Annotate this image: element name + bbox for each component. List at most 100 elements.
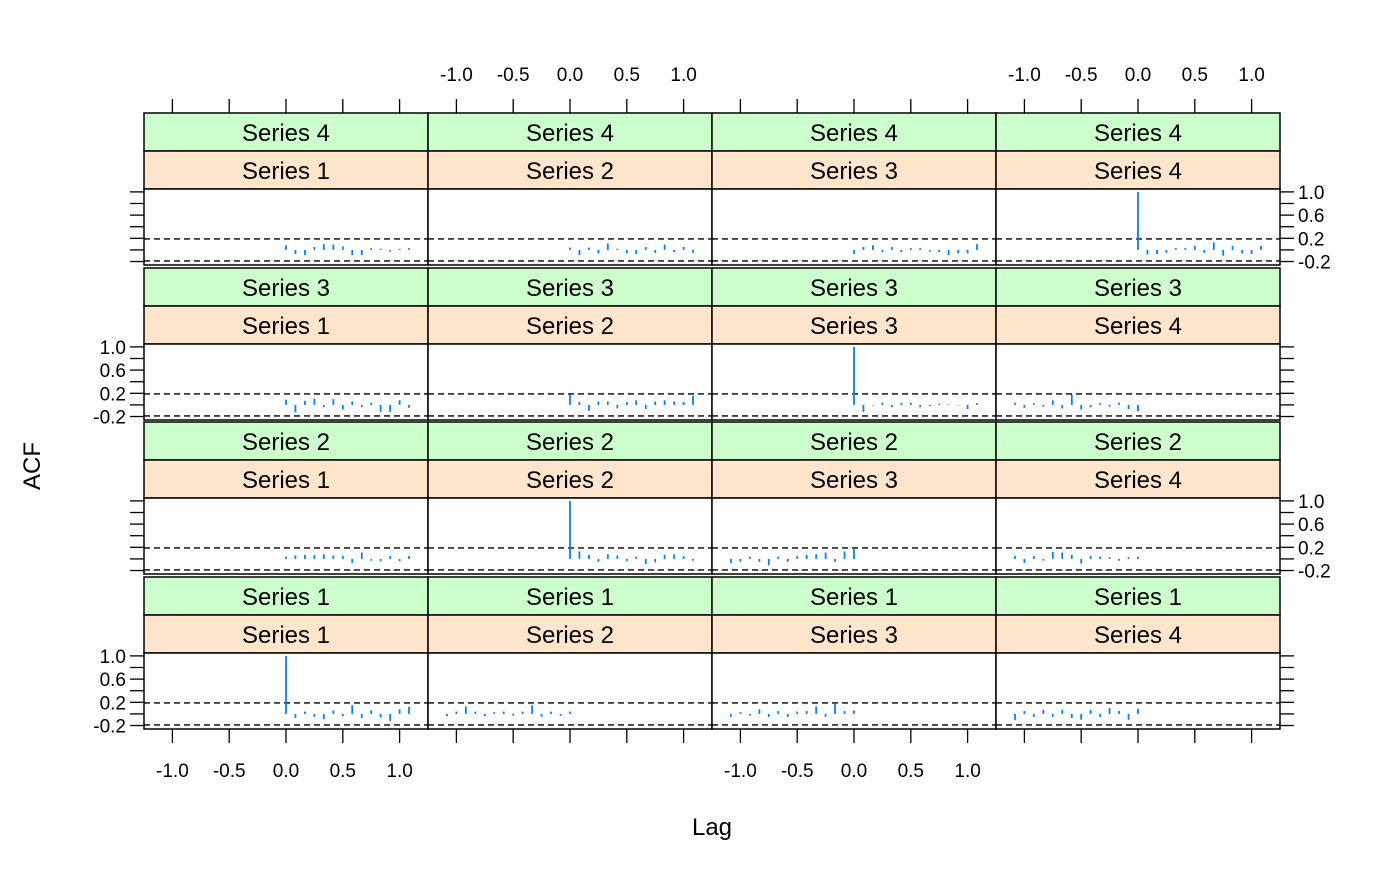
plot-area	[143, 343, 429, 421]
outer-strip-label: Series 4	[1094, 120, 1182, 147]
outer-strip-label: Series 4	[810, 120, 898, 147]
inner-strip-label: Series 1	[242, 622, 330, 649]
inner-strip-label: Series 2	[526, 467, 614, 494]
x-tick-label: -0.5	[1065, 65, 1098, 86]
inner-strip-label: Series 4	[1094, 158, 1182, 185]
plot-area	[711, 652, 997, 730]
x-tick-label: -1.0	[724, 761, 757, 782]
y-tick-label: 0.2	[1298, 229, 1324, 250]
outer-strip	[995, 112, 1281, 152]
panel-r1-c4: Series 1 Series 4	[995, 576, 1281, 730]
plot-area	[143, 188, 429, 266]
outer-strip	[711, 267, 997, 307]
x-tick-label: -0.5	[213, 761, 246, 782]
y-tick-label: 0.2	[100, 693, 126, 714]
inner-strip	[711, 150, 997, 190]
outer-strip	[995, 267, 1281, 307]
outer-strip	[711, 421, 997, 461]
inner-strip	[995, 305, 1281, 345]
x-tick-label: 0.0	[557, 65, 583, 86]
panel-r4-c2: Series 4 Series 2	[427, 112, 713, 266]
outer-strip-label: Series 4	[242, 120, 330, 147]
outer-strip-label: Series 4	[526, 120, 614, 147]
y-tick-label: 0.6	[1298, 206, 1324, 227]
x-tick-label: 0.5	[898, 761, 924, 782]
x-tick-label: 0.0	[841, 761, 867, 782]
panel-r1-c3: Series 1 Series 3	[711, 576, 997, 730]
panel-r2-c4: Series 2 Series 4	[995, 421, 1281, 575]
outer-strip	[143, 421, 429, 461]
plot-area	[143, 497, 429, 575]
y-tick-label: 1.0	[100, 338, 126, 359]
y-tick-label: -0.2	[93, 408, 126, 429]
inner-strip-label: Series 1	[242, 313, 330, 340]
panel-r4-c4: Series 4 Series 4	[995, 112, 1281, 266]
y-tick-label: 1.0	[100, 647, 126, 668]
inner-strip-label: Series 2	[526, 313, 614, 340]
outer-strip-label: Series 3	[1094, 275, 1182, 302]
inner-strip	[427, 459, 713, 499]
outer-strip	[143, 112, 429, 152]
y-tick-label: 0.6	[1298, 515, 1324, 536]
y-tick-label: 0.2	[1298, 538, 1324, 559]
y-tick-label: -0.2	[93, 717, 126, 738]
panel-r2-c2: Series 2 Series 2	[427, 421, 713, 575]
y-tick-label: -0.2	[1298, 562, 1331, 583]
x-tick-label: -0.5	[781, 761, 814, 782]
inner-strip	[995, 150, 1281, 190]
panel-r3-c1: Series 3 Series 1	[143, 267, 429, 421]
inner-strip-label: Series 3	[810, 158, 898, 185]
panel-r4-c3: Series 4 Series 3	[711, 112, 997, 266]
outer-strip-label: Series 1	[526, 584, 614, 611]
outer-strip-label: Series 2	[526, 429, 614, 456]
x-tick-label: -1.0	[440, 65, 473, 86]
plot-area	[711, 497, 997, 575]
y-tick-label: 0.6	[100, 670, 126, 691]
outer-strip-label: Series 1	[1094, 584, 1182, 611]
y-tick-label: 0.6	[100, 361, 126, 382]
outer-strip-label: Series 2	[1094, 429, 1182, 456]
inner-strip-label: Series 2	[526, 158, 614, 185]
inner-strip	[427, 614, 713, 654]
inner-strip-label: Series 3	[810, 467, 898, 494]
panel-r4-c1: Series 4 Series 1	[143, 112, 429, 266]
axis-layer: -0.20.20.61.0-0.20.20.61.0-0.20.20.61.0-…	[93, 65, 1331, 782]
inner-strip-label: Series 3	[810, 313, 898, 340]
outer-strip	[427, 576, 713, 616]
inner-strip-label: Series 4	[1094, 467, 1182, 494]
x-tick-label: -0.5	[497, 65, 530, 86]
inner-strip	[143, 459, 429, 499]
plot-area	[995, 497, 1281, 575]
panel-r1-c2: Series 1 Series 2	[427, 576, 713, 730]
outer-strip	[995, 421, 1281, 461]
x-tick-label: 0.0	[273, 761, 299, 782]
x-axis-title: Lag	[692, 814, 732, 841]
panel-r1-c1: Series 1 Series 1	[143, 576, 429, 730]
outer-strip	[427, 112, 713, 152]
outer-strip	[995, 576, 1281, 616]
inner-strip	[995, 614, 1281, 654]
outer-strip	[427, 267, 713, 307]
inner-strip	[995, 459, 1281, 499]
y-tick-label: -0.2	[1298, 253, 1331, 274]
outer-strip-label: Series 3	[810, 275, 898, 302]
outer-strip-label: Series 3	[526, 275, 614, 302]
x-tick-label: 1.0	[1238, 65, 1264, 86]
outer-strip-label: Series 1	[810, 584, 898, 611]
panel-r3-c4: Series 3 Series 4	[995, 267, 1281, 421]
inner-strip-label: Series 3	[810, 622, 898, 649]
y-tick-label: 1.0	[1298, 492, 1324, 513]
y-axis-title: ACF	[19, 442, 46, 490]
x-tick-label: 0.5	[1182, 65, 1208, 86]
outer-strip	[143, 267, 429, 307]
inner-strip	[143, 305, 429, 345]
inner-strip-label: Series 2	[526, 622, 614, 649]
x-tick-label: 1.0	[386, 761, 412, 782]
plot-area	[995, 652, 1281, 730]
outer-strip	[427, 421, 713, 461]
x-tick-label: -1.0	[156, 761, 189, 782]
inner-strip-label: Series 1	[242, 158, 330, 185]
